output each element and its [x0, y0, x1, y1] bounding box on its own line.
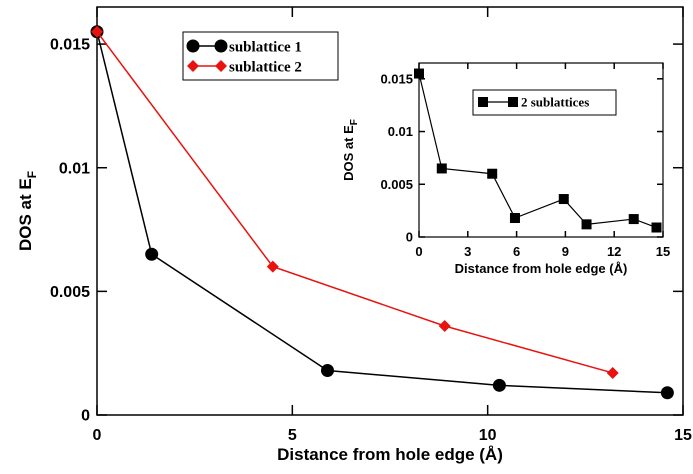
inset-x-tick-label: 12 — [607, 244, 621, 259]
main-legend-marker-2 — [187, 60, 199, 72]
main-legend-label-2: sublattice 2 — [229, 59, 302, 75]
main-x-axis-title: Distance from hole edge (Å) — [277, 445, 503, 464]
main-x-tick-label: 0 — [93, 427, 102, 444]
inset-series-1-point — [628, 214, 639, 225]
main-y-axis-title: DOS at EF — [16, 171, 39, 251]
inset-series-1-point — [581, 219, 592, 230]
inset-y-axis-title-subscript: F — [349, 119, 360, 125]
main-y-tick-label: 0.01 — [59, 160, 90, 177]
main-series-2-point — [266, 260, 279, 273]
inset-series-1-point — [651, 222, 662, 233]
main-series-2-point — [438, 319, 451, 332]
inset-x-tick-label: 15 — [656, 244, 670, 259]
main-series-1-point — [320, 363, 334, 377]
main-legend-marker-1 — [186, 39, 200, 53]
inset-y-axis-title: DOS at EF — [341, 119, 360, 181]
main-x-tick-label: 10 — [479, 427, 497, 444]
main-legend-label-1: sublattice 1 — [229, 39, 302, 55]
inset-legend-marker-1 — [508, 97, 518, 107]
main-y-tick-label: 0.005 — [50, 284, 90, 301]
inset-y-axis-title-main: DOS at E — [341, 125, 356, 181]
inset-y-tick-label: 0 — [406, 230, 413, 245]
inset-y-tick-label: 0.01 — [388, 124, 413, 139]
main-y-axis-title-main: DOS at E — [16, 178, 35, 251]
inset-series-1-point — [414, 68, 424, 79]
main-legend-marker-1 — [214, 39, 228, 53]
inset-x-tick-label: 9 — [562, 244, 569, 259]
main-plot-frame — [96, 6, 684, 416]
main-y-axis-title-subscript: F — [25, 171, 39, 178]
inset-background — [419, 63, 663, 237]
main-x-tick-label: 5 — [288, 427, 297, 444]
main-series-1-point — [145, 247, 159, 261]
main-series-2-point — [606, 366, 619, 379]
inset-series-line-1 — [418, 73, 657, 229]
inset-y-tick-label: 0.005 — [380, 177, 413, 192]
main-series-1-point — [492, 378, 506, 392]
inset-series-1-point — [558, 194, 569, 205]
inset-x-tick-label: 6 — [513, 244, 520, 259]
inset-y-tick-label: 0.015 — [380, 71, 413, 86]
inset-series-1-point — [509, 213, 520, 224]
main-series-2-point — [91, 25, 103, 38]
inset-x-tick-label: 3 — [464, 244, 471, 259]
inset-x-tick-label: 0 — [415, 244, 422, 259]
main-legend-marker-2 — [215, 60, 227, 72]
main-series-1-point — [660, 386, 674, 400]
main-x-tick-label: 15 — [674, 427, 692, 444]
inset-legend-marker-1 — [478, 97, 488, 107]
inset-legend-label-1: 2 sublattices — [521, 95, 589, 110]
inset-x-axis-title: Distance from hole edge (Å) — [455, 261, 628, 276]
main-y-tick-label: 0 — [81, 408, 90, 425]
inset-series-1-point — [487, 168, 498, 179]
main-legend-box — [182, 31, 339, 81]
main-y-tick-label: 0.015 — [50, 37, 90, 54]
main-series-line-2 — [96, 31, 613, 374]
inset-series-1-point — [436, 163, 447, 174]
inset-plot-frame — [418, 62, 664, 238]
